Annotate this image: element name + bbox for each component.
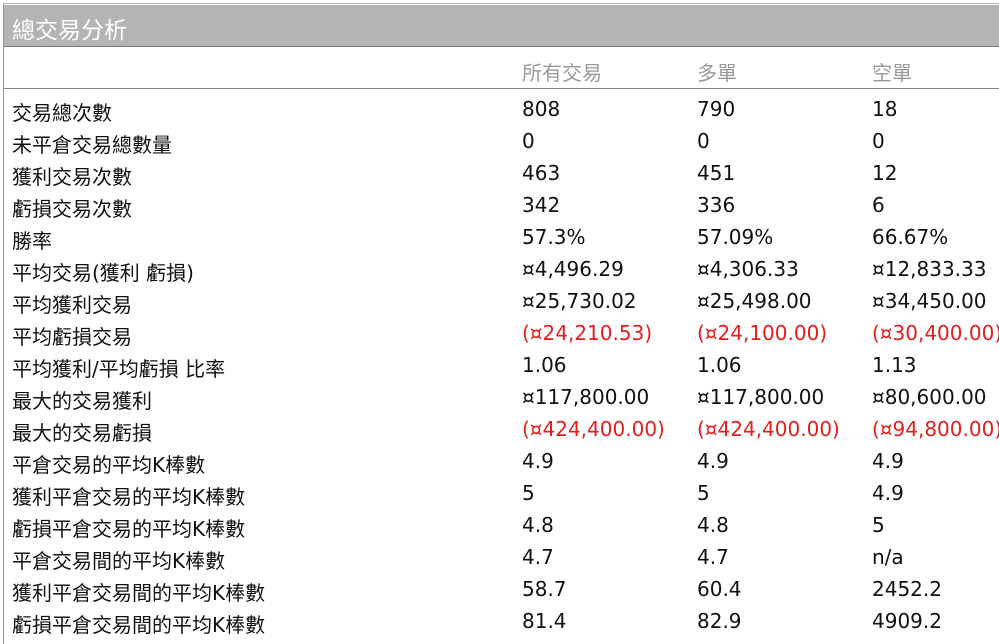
value-long: ¤25,498.00: [697, 289, 812, 313]
value-all: 5: [522, 481, 535, 505]
row-label: 獲利平倉交易的平均K棒數: [12, 485, 246, 509]
value-short: 2452.2: [872, 577, 942, 601]
value-long: (¤24,100.00): [697, 321, 828, 345]
table-row: 虧損平倉交易的平均K棒數 4.8 4.8 5: [0, 513, 999, 545]
value-short: (¤94,800.00): [872, 417, 999, 441]
value-long: 5: [697, 481, 710, 505]
table-row: 平均虧損交易 (¤24,210.53) (¤24,100.00) (¤30,400.0…: [0, 321, 999, 353]
value-long: 0: [697, 129, 710, 153]
value-all: (¤24,210.53): [522, 321, 653, 345]
row-label: 平均虧損交易: [12, 325, 132, 349]
value-short: 66.67%: [872, 225, 949, 249]
panel-title: 總交易分析: [12, 18, 127, 44]
value-all: 4.7: [522, 545, 554, 569]
table-row: 勝率 57.3% 57.09% 66.67%: [0, 225, 999, 257]
value-short: 12: [872, 161, 898, 185]
table-row: 平倉交易間的平均K棒數 4.7 4.7 n/a: [0, 545, 999, 577]
value-all: 57.3%: [522, 225, 586, 249]
panel-frame: [3, 3, 999, 644]
value-long: 4.9: [697, 449, 729, 473]
value-short: (¤30,400.00): [872, 321, 999, 345]
row-label: 獲利交易次數: [12, 165, 132, 189]
column-header-long: 多單: [697, 61, 737, 85]
value-short: 4.9: [872, 449, 904, 473]
value-all: 81.4: [522, 609, 567, 633]
row-label: 虧損平倉交易的平均K棒數: [12, 517, 246, 541]
row-label: 平均獲利/平均虧損 比率: [12, 357, 226, 381]
row-label: 平倉交易的平均K棒數: [12, 453, 206, 477]
value-short: 4909.2: [872, 609, 942, 633]
value-all: 58.7: [522, 577, 567, 601]
value-short: 18: [872, 97, 898, 121]
row-label: 最大的交易獲利: [12, 389, 152, 413]
title-bar: 總交易分析: [4, 5, 999, 47]
table-row: 最大的交易獲利 ¤117,800.00 ¤117,800.00 ¤80,600.00: [0, 385, 999, 417]
table-row: 虧損交易次數 342 336 6: [0, 193, 999, 225]
row-label: 虧損交易次數: [12, 197, 132, 221]
value-long: 57.09%: [697, 225, 774, 249]
value-long: 1.06: [697, 353, 742, 377]
table-row: 平倉交易的平均K棒數 4.9 4.9 4.9: [0, 449, 999, 481]
row-label: 交易總次數: [12, 101, 112, 125]
value-short: ¤34,450.00: [872, 289, 987, 313]
row-label: 平倉交易間的平均K棒數: [12, 549, 226, 573]
row-label: 未平倉交易總數量: [12, 133, 172, 157]
value-all: ¤117,800.00: [522, 385, 650, 409]
table-row: 最大的交易虧損 (¤424,400.00) (¤424,400.00) (¤94,80…: [0, 417, 999, 449]
table-row: 獲利平倉交易間的平均K棒數 58.7 60.4 2452.2: [0, 577, 999, 609]
value-all: ¤25,730.02: [522, 289, 637, 313]
value-long: 790: [697, 97, 736, 121]
value-long: 60.4: [697, 577, 742, 601]
value-long: ¤117,800.00: [697, 385, 825, 409]
value-all: 808: [522, 97, 561, 121]
row-label: 勝率: [12, 229, 52, 253]
value-long: 4.7: [697, 545, 729, 569]
value-all: 0: [522, 129, 535, 153]
table-row: 未平倉交易總數量 0 0 0: [0, 129, 999, 161]
table-row: 獲利交易次數 463 451 12: [0, 161, 999, 193]
value-long: (¤424,400.00): [697, 417, 840, 441]
table-row: 平均獲利交易 ¤25,730.02 ¤25,498.00 ¤34,450.00: [0, 289, 999, 321]
value-long: 451: [697, 161, 736, 185]
table-row: 平均獲利/平均虧損 比率 1.06 1.06 1.13: [0, 353, 999, 385]
value-all: 342: [522, 193, 561, 217]
value-all: 1.06: [522, 353, 567, 377]
value-long: 82.9: [697, 609, 742, 633]
row-label: 獲利平倉交易間的平均K棒數: [12, 581, 266, 605]
table-row: 虧損平倉交易間的平均K棒數 81.4 82.9 4909.2: [0, 609, 999, 641]
value-short: 1.13: [872, 353, 917, 377]
column-header-all: 所有交易: [522, 61, 602, 85]
value-long: 336: [697, 193, 736, 217]
value-short: ¤80,600.00: [872, 385, 987, 409]
value-short: 6: [872, 193, 885, 217]
value-all: 4.9: [522, 449, 554, 473]
value-all: (¤424,400.00): [522, 417, 665, 441]
row-label: 虧損平倉交易間的平均K棒數: [12, 613, 266, 637]
table-row: 獲利平倉交易的平均K棒數 5 5 4.9: [0, 481, 999, 513]
value-short: n/a: [872, 545, 904, 569]
row-label: 最大的交易虧損: [12, 421, 152, 445]
row-label: 平均獲利交易: [12, 293, 132, 317]
column-header-short: 空單: [872, 61, 912, 85]
value-all: ¤4,496.29: [522, 257, 624, 281]
value-short: 4.9: [872, 481, 904, 505]
value-short: 0: [872, 129, 885, 153]
table-row: 交易總次數 808 790 18: [0, 97, 999, 129]
value-long: 4.8: [697, 513, 729, 537]
value-all: 4.8: [522, 513, 554, 537]
value-short: ¤12,833.33: [872, 257, 987, 281]
value-all: 463: [522, 161, 561, 185]
value-short: 5: [872, 513, 885, 537]
row-label: 平均交易(獲利 虧損): [12, 261, 194, 285]
header-divider: [4, 88, 999, 89]
table-row: 平均交易(獲利 虧損) ¤4,496.29 ¤4,306.33 ¤12,833.33: [0, 257, 999, 289]
value-long: ¤4,306.33: [697, 257, 799, 281]
